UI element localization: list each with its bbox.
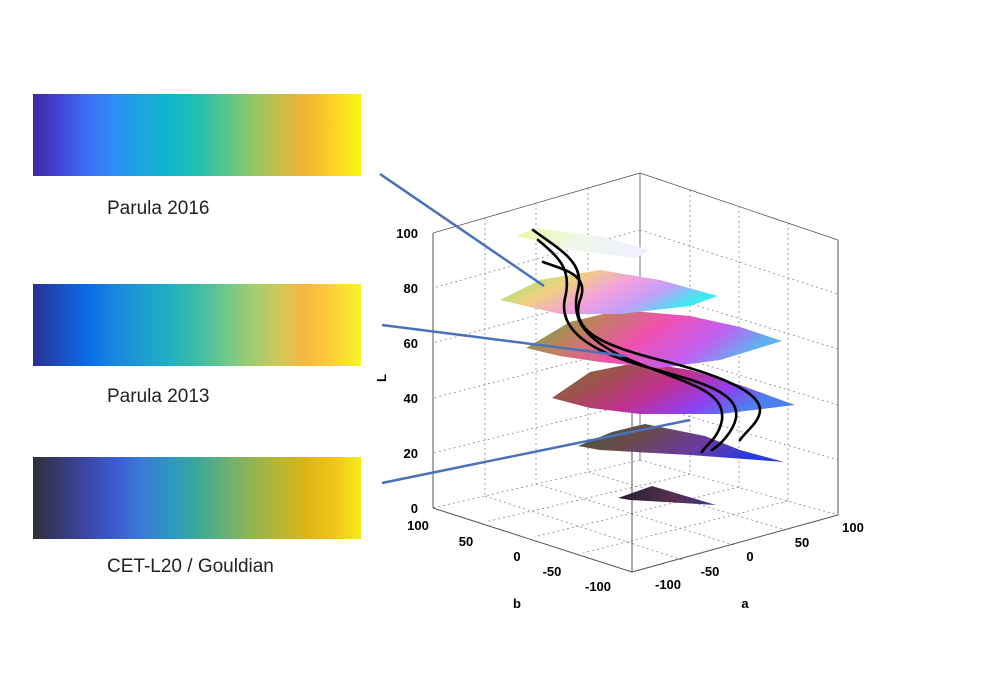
trajectory-parula-2016 — [531, 228, 724, 454]
colormap-bar-parula-2013 — [33, 284, 361, 366]
colormap-trajectories — [531, 228, 762, 454]
l-tick-0: 0 — [411, 501, 418, 516]
b-tick-100: 100 — [407, 518, 429, 533]
gamut-slice-L65 — [526, 310, 782, 368]
b-tick-minus-100: -100 — [585, 579, 611, 594]
l-tick-20: 20 — [404, 446, 418, 461]
colormap-label-cet-l20: CET-L20 / Gouldian — [107, 556, 274, 577]
connector-lines — [379, 172, 691, 485]
colormap-label-parula-2013: Parula 2013 — [107, 386, 210, 407]
a-axis: -100 -50 0 50 100 a — [655, 520, 864, 611]
colormap-label-parula-2016: Parula 2016 — [107, 198, 210, 219]
trajectory-cet-l20 — [541, 260, 762, 442]
b-tick-50: 50 — [459, 534, 473, 549]
connector-parula-2016 — [379, 172, 545, 288]
l-tick-100: 100 — [396, 226, 418, 241]
l-axis: 100 80 60 40 20 0 L — [374, 226, 418, 516]
trajectory-parula-2013 — [536, 238, 738, 452]
colormap-bar-parula-2016 — [33, 94, 361, 176]
connector-cet-l20 — [381, 418, 691, 485]
a-tick-minus-50: -50 — [701, 564, 720, 579]
a-tick-50: 50 — [795, 535, 809, 550]
a-axis-label: a — [741, 596, 749, 611]
l-axis-label: L — [374, 374, 389, 382]
colormap-bar-cet-l20 — [33, 457, 361, 539]
gamut-slice-L100 — [517, 228, 650, 258]
a-tick-0: 0 — [746, 549, 753, 564]
a-tick-100: 100 — [842, 520, 864, 535]
gamut-slice-L85 — [500, 270, 718, 314]
connector-parula-2013 — [381, 323, 627, 358]
l-tick-60: 60 — [404, 336, 418, 351]
gamut-slices — [500, 228, 795, 505]
b-axis-label: b — [513, 596, 521, 611]
b-axis: 100 50 0 -50 -100 b — [407, 518, 611, 611]
l-tick-80: 80 — [404, 281, 418, 296]
b-tick-minus-50: -50 — [543, 564, 562, 579]
gamut-slice-L5 — [618, 486, 716, 505]
gamut-slice-L25 — [578, 424, 784, 462]
a-tick-minus-100: -100 — [655, 577, 681, 592]
gamut-slice-L45 — [552, 362, 795, 414]
b-tick-0: 0 — [513, 549, 520, 564]
l-tick-40: 40 — [404, 391, 418, 406]
